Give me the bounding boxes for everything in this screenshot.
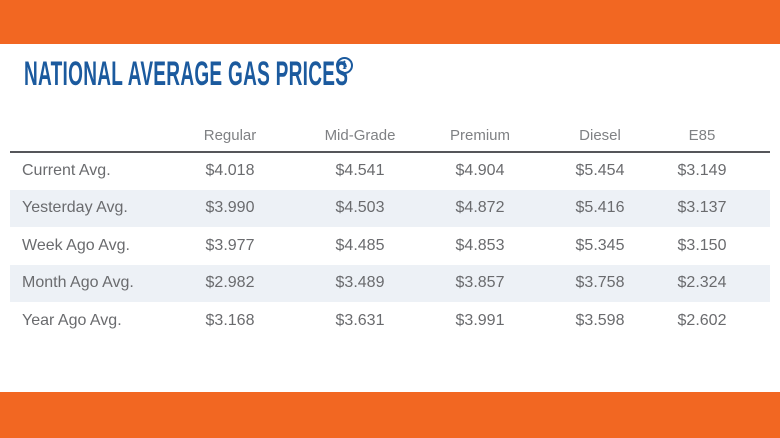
column-header-premium: Premium [420,120,540,153]
page-title-text: NATIONAL AVERAGE GAS PRICES [24,55,349,93]
price-cell: $3.149 [677,162,727,180]
price-cell: $2.602 [677,311,727,329]
info-icon[interactable]: i [336,57,353,74]
table-row-year-ago-avg: Year Ago Avg. $3.168 $3.631 $3.991 $3.59… [10,302,770,340]
price-cell: $4.904 [455,162,505,180]
price-cell: $5.454 [575,162,625,180]
price-cell: $3.489 [335,274,385,292]
price-cell: $3.150 [677,236,727,254]
column-header-midgrade: Mid-Grade [300,120,420,153]
row-label: Year Ago Avg. [22,311,122,329]
table-row-week-ago-avg: Week Ago Avg. $3.977 $4.485 $4.853 $5.34… [10,227,770,265]
price-cell: $3.137 [677,199,727,217]
price-cell: $5.416 [575,199,625,217]
row-label: Month Ago Avg. [22,274,134,292]
price-cell: $3.857 [455,274,505,292]
column-header-diesel: Diesel [540,120,660,153]
gas-prices-table: Regular Mid-Grade Premium Diesel E85 Cur… [10,120,770,340]
price-cell: $4.541 [335,162,385,180]
row-label: Current Avg. [22,162,111,180]
table-row-month-ago-avg: Month Ago Avg. $2.982 $3.489 $3.857 $3.7… [10,264,770,302]
top-orange-bar [0,0,780,44]
price-cell: $4.485 [335,236,385,254]
price-cell: $3.977 [205,236,255,254]
row-label: Yesterday Avg. [22,199,128,217]
row-label: Week Ago Avg. [22,236,130,254]
price-cell: $3.991 [455,311,505,329]
price-cell: $5.345 [575,236,625,254]
column-header-e85: E85 [660,120,770,153]
price-cell: $4.018 [205,162,255,180]
price-cell: $4.872 [455,199,505,217]
price-cell: $3.631 [335,311,385,329]
table-row-yesterday-avg: Yesterday Avg. $3.990 $4.503 $4.872 $5.4… [10,189,770,227]
price-cell: $3.758 [575,274,625,292]
price-cell: $3.168 [205,311,255,329]
price-cell: $3.598 [575,311,625,329]
info-icon-glyph: i [342,59,347,72]
bottom-orange-bar [0,392,780,438]
price-cell: $2.324 [677,274,727,292]
price-cell: $4.503 [335,199,385,217]
table-header-row: Regular Mid-Grade Premium Diesel E85 [10,120,770,153]
price-cell: $4.853 [455,236,505,254]
table-row-current-avg: Current Avg. $4.018 $4.541 $4.904 $5.454… [10,152,770,190]
price-cell: $2.982 [205,274,255,292]
price-cell: $3.990 [205,199,255,217]
column-header-regular: Regular [160,120,300,153]
page-title: NATIONAL AVERAGE GAS PRICES [24,55,603,93]
column-header-blank [10,120,160,153]
